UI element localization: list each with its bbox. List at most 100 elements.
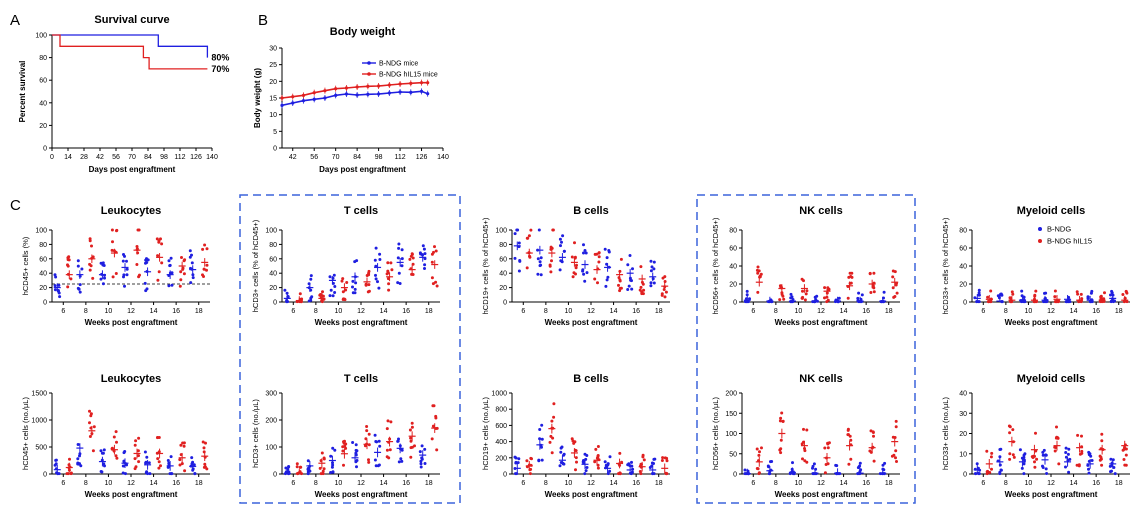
scatter-point bbox=[133, 467, 137, 471]
scatter-point bbox=[745, 293, 749, 297]
scatter-point bbox=[122, 275, 125, 279]
scatter-point bbox=[1086, 296, 1090, 300]
scatter-point bbox=[571, 275, 575, 279]
scatter-point bbox=[89, 412, 93, 416]
scatter-point bbox=[837, 296, 841, 300]
scatter-point bbox=[757, 471, 761, 475]
scatter-x-tick-label: 8 bbox=[314, 480, 318, 487]
bodyweight-y-tick-label: 5 bbox=[273, 129, 277, 136]
scatter-point bbox=[894, 449, 898, 453]
scatter-point bbox=[513, 256, 517, 260]
scatter-point bbox=[660, 459, 664, 462]
scatter-point bbox=[193, 472, 197, 476]
scatter-point bbox=[574, 449, 578, 453]
scatter-point bbox=[373, 458, 377, 462]
scatter-point bbox=[558, 268, 562, 272]
scatter-y-tick-label: 200 bbox=[495, 455, 507, 462]
scatter-point bbox=[205, 467, 209, 471]
scatter-point bbox=[823, 471, 827, 475]
scatter-point bbox=[596, 466, 600, 470]
survival-series-line bbox=[52, 34, 209, 58]
scatter-x-tick-label: 12 bbox=[817, 308, 825, 315]
scatter-point bbox=[584, 469, 588, 473]
bodyweight-point bbox=[323, 89, 327, 93]
scatter-point bbox=[551, 436, 555, 440]
scatter-x-tick-label: 10 bbox=[1025, 480, 1033, 487]
scatter-point bbox=[66, 264, 70, 268]
scatter-point bbox=[157, 466, 161, 470]
scatter-point bbox=[178, 458, 182, 462]
scatter-point bbox=[76, 259, 80, 263]
scatter-point bbox=[538, 260, 542, 264]
scatter-point bbox=[561, 234, 565, 238]
scatter-point bbox=[550, 259, 553, 263]
scatter-x-tick-label: 10 bbox=[105, 480, 113, 487]
scatter-x-tick-label: 16 bbox=[862, 480, 870, 487]
bodyweight-y-tick-label: 30 bbox=[269, 46, 277, 53]
scatter-point bbox=[989, 455, 993, 459]
scatter-y-tick-label: 10 bbox=[959, 451, 967, 458]
scatter-y-tick-label: 40 bbox=[729, 264, 737, 271]
scatter-point bbox=[435, 284, 439, 288]
scatter-x-tick-label: 6 bbox=[751, 480, 755, 487]
scatter-point bbox=[560, 240, 563, 244]
scatter-point bbox=[205, 268, 208, 272]
survival-y-tick-label: 20 bbox=[39, 123, 47, 130]
scatter-point bbox=[781, 294, 785, 298]
scatter-point bbox=[596, 281, 599, 285]
scatter-point bbox=[320, 451, 324, 455]
scatter-point bbox=[780, 411, 784, 415]
scatter-x-tick-label: 16 bbox=[402, 480, 410, 487]
scatter-point bbox=[114, 272, 118, 275]
scatter-point bbox=[54, 462, 58, 466]
scatter-y-tick-label: 0 bbox=[733, 300, 737, 307]
scatter-point bbox=[1122, 458, 1126, 461]
scatter-point bbox=[540, 458, 544, 462]
scatter-point bbox=[518, 259, 522, 263]
scatter-point bbox=[121, 259, 125, 263]
scatter-point bbox=[342, 297, 345, 301]
scatter-point bbox=[145, 261, 149, 264]
scatter-point bbox=[57, 291, 61, 295]
survival-y-label: Percent survival bbox=[18, 61, 27, 123]
scatter-point bbox=[430, 260, 434, 264]
scatter-point bbox=[1087, 471, 1091, 475]
scatter-point bbox=[527, 234, 531, 238]
scatter-point bbox=[548, 440, 552, 444]
scatter-panel-my_pct: Myeloid cells 0 20 40 60 80 6 8 10 12 14 16 18 Weeks … bbox=[941, 205, 1130, 327]
scatter-point bbox=[539, 273, 543, 277]
scatter-point bbox=[608, 455, 612, 459]
scatter-point bbox=[1067, 447, 1071, 451]
scatter-panel-b_pct: B cells 0 20 40 60 80 100 6 8 10 12 14 16 18 Weeks pos… bbox=[481, 205, 670, 327]
survival-y-tick-label: 40 bbox=[39, 100, 47, 107]
scatter-point bbox=[1041, 453, 1045, 457]
survival-x-tick-label: 98 bbox=[160, 154, 168, 161]
scatter-point bbox=[1088, 452, 1092, 456]
scatter-point bbox=[562, 462, 566, 466]
scatter-point bbox=[398, 282, 402, 285]
scatter-point bbox=[639, 285, 643, 289]
scatter-point bbox=[550, 451, 554, 455]
scatter-point bbox=[778, 298, 782, 302]
scatter-point bbox=[309, 298, 313, 302]
scatter-point bbox=[431, 282, 435, 286]
scatter-point bbox=[103, 276, 106, 280]
scatter-point bbox=[100, 470, 104, 474]
scatter-point bbox=[536, 272, 540, 276]
survival-series-line bbox=[52, 34, 208, 70]
bodyweight-point bbox=[344, 92, 348, 96]
scatter-point bbox=[400, 257, 404, 261]
scatter-y-tick-label: 40 bbox=[499, 271, 507, 278]
scatter-point bbox=[883, 461, 887, 465]
scatter-point bbox=[801, 289, 804, 293]
scatter-point bbox=[834, 463, 838, 467]
scatter-point bbox=[661, 456, 665, 460]
scatter-point bbox=[986, 295, 990, 299]
scatter-point bbox=[1064, 446, 1068, 450]
scatter-x-tick-label: 14 bbox=[610, 480, 618, 487]
scatter-point bbox=[649, 269, 653, 273]
scatter-point bbox=[849, 457, 853, 461]
scatter-point bbox=[328, 275, 332, 279]
scatter-point bbox=[166, 459, 170, 462]
scatter-point bbox=[767, 465, 770, 469]
